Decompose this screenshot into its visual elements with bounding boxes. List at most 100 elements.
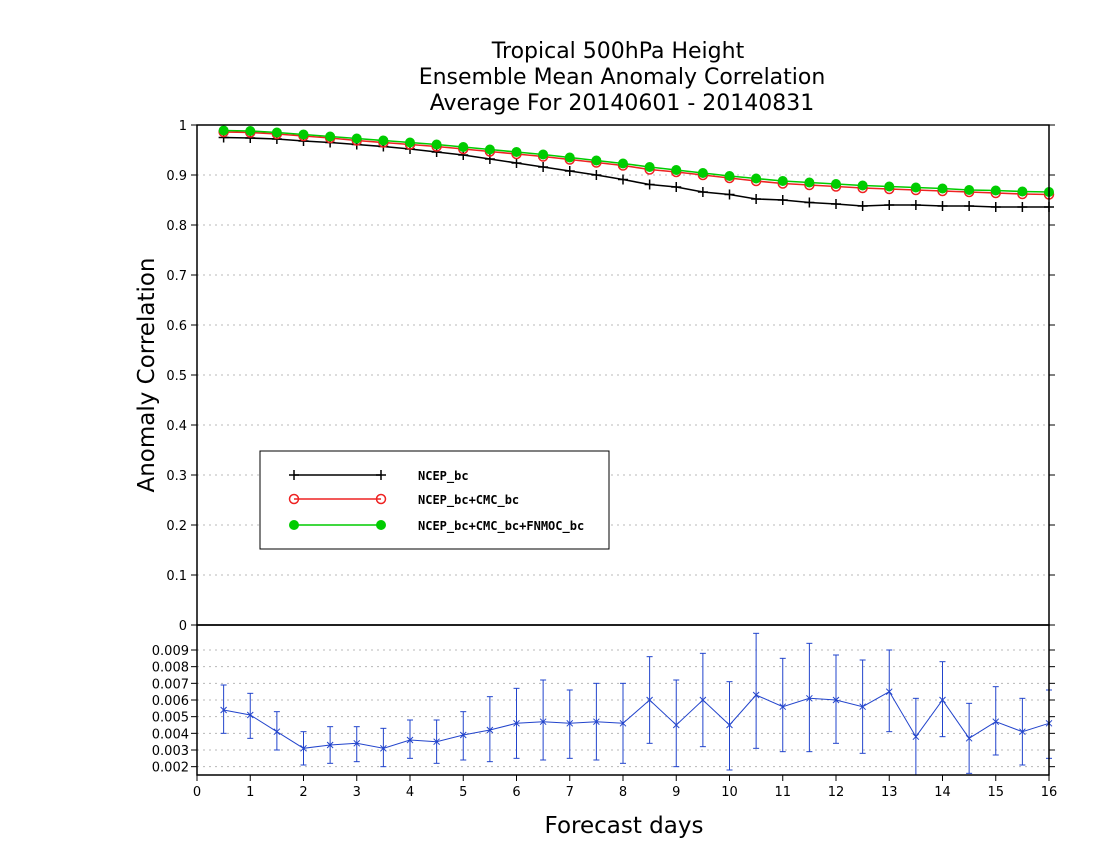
series-point-ncep bbox=[910, 200, 921, 210]
difference-point bbox=[726, 721, 733, 729]
difference-point bbox=[513, 719, 520, 727]
difference-point bbox=[806, 694, 813, 702]
series-point-ncep bbox=[964, 201, 975, 211]
series-point-ncep-cmc-fnmoc bbox=[937, 183, 948, 194]
series-point-ncep bbox=[538, 162, 549, 172]
upper-y-tick-label: 0.1 bbox=[166, 569, 187, 584]
lower-y-tick-label: 0.003 bbox=[152, 744, 189, 759]
series-point-ncep-cmc-fnmoc bbox=[884, 181, 895, 192]
series-point-ncep-cmc-fnmoc bbox=[218, 125, 229, 136]
series-point-ncep bbox=[671, 182, 682, 192]
lower-panel-frame bbox=[196, 624, 1050, 776]
lower-y-tick-label: 0.005 bbox=[152, 711, 189, 726]
x-tick-label: 9 bbox=[672, 785, 680, 800]
difference-point bbox=[406, 736, 414, 744]
series-point-ncep-cmc-fnmoc bbox=[910, 182, 921, 193]
series-point-ncep-cmc-fnmoc bbox=[484, 144, 495, 155]
series-point-ncep-cmc-fnmoc bbox=[724, 171, 735, 181]
x-tick-label: 0 bbox=[193, 785, 201, 800]
difference-point bbox=[619, 719, 627, 727]
difference-point bbox=[433, 738, 440, 746]
x-tick-label: 8 bbox=[619, 785, 627, 800]
legend: NCEP_bc NCEP_bc+CMC_bc NCEP_bc+CMC_bc+FN… bbox=[259, 450, 610, 550]
x-tick-label: 7 bbox=[566, 785, 574, 800]
series-point-ncep-cmc-fnmoc bbox=[271, 127, 282, 138]
series-point-ncep-cmc-fnmoc bbox=[298, 129, 309, 140]
difference-point bbox=[672, 721, 680, 729]
series-point-ncep bbox=[724, 189, 735, 200]
series-point-ncep-cmc-fnmoc bbox=[431, 139, 442, 150]
upper-y-tick-label: 0.4 bbox=[166, 419, 187, 434]
x-tick-label: 6 bbox=[512, 785, 520, 800]
series-point-ncep-cmc-fnmoc bbox=[538, 149, 549, 160]
difference-point bbox=[1019, 728, 1026, 736]
difference-point bbox=[459, 731, 467, 739]
series-point-ncep-cmc-fnmoc bbox=[458, 142, 469, 152]
x-tick-label: 16 bbox=[1041, 785, 1058, 800]
series-point-ncep-cmc-fnmoc bbox=[591, 155, 602, 166]
series-point-ncep-cmc-fnmoc bbox=[618, 158, 628, 169]
difference-point bbox=[300, 744, 307, 752]
chart-title-line-1: Tropical 500hPa Height bbox=[491, 39, 745, 64]
legend-samples bbox=[288, 470, 387, 530]
difference-line bbox=[223, 691, 1050, 749]
x-tick-label: 10 bbox=[721, 785, 738, 800]
difference-point bbox=[752, 691, 760, 699]
series-point-ncep-cmc-fnmoc bbox=[831, 179, 841, 189]
series-point-ncep-cmc-fnmoc bbox=[964, 185, 975, 195]
series-point-ncep bbox=[777, 195, 788, 205]
series-point-ncep-cmc-fnmoc bbox=[697, 168, 708, 178]
series-point-ncep bbox=[591, 170, 602, 180]
chart-title-line-3: Average For 20140601 - 20140831 bbox=[430, 91, 815, 116]
series-point-ncep-cmc-fnmoc bbox=[245, 126, 256, 136]
series-line-ncep bbox=[223, 136, 1049, 208]
upper-panel-y-axis: 0 0.1 0.2 0.3 0.4 0.5 0.6 0.7 0.8 0.9 1 bbox=[166, 119, 1055, 634]
series-point-ncep bbox=[564, 166, 575, 176]
lower-y-tick-label: 0.002 bbox=[152, 761, 189, 776]
difference-point bbox=[832, 696, 840, 704]
lower-panel-series bbox=[220, 632, 1053, 776]
difference-point bbox=[353, 739, 361, 747]
upper-y-tick-label: 0.6 bbox=[166, 319, 187, 334]
series-point-ncep-cmc-fnmoc bbox=[351, 133, 362, 144]
lower-y-tick-label: 0.006 bbox=[152, 694, 189, 709]
chart-title-line-2: Ensemble Mean Anomaly Correlation bbox=[419, 65, 826, 90]
difference-point bbox=[779, 703, 787, 711]
difference-point bbox=[539, 718, 547, 726]
series-point-ncep bbox=[1017, 202, 1028, 212]
difference-point bbox=[859, 703, 866, 711]
series-point-ncep bbox=[990, 202, 1001, 212]
series-point-ncep bbox=[644, 179, 655, 190]
difference-point bbox=[992, 718, 1000, 726]
legend-marker-ncep bbox=[376, 470, 386, 480]
x-tick-label: 15 bbox=[987, 785, 1004, 800]
series-point-ncep bbox=[804, 197, 815, 208]
x-tick-label: 5 bbox=[459, 785, 467, 800]
difference-point bbox=[273, 728, 281, 736]
series-point-ncep bbox=[697, 187, 708, 197]
series-point-ncep-cmc-fnmoc bbox=[325, 131, 336, 142]
difference-point bbox=[965, 734, 973, 742]
legend-marker-ncep-cmc-fnmoc bbox=[376, 520, 386, 530]
lower-y-tick-label: 0.009 bbox=[152, 644, 189, 659]
series-point-ncep-cmc-fnmoc bbox=[777, 176, 788, 186]
series-point-ncep-cmc-fnmoc bbox=[511, 147, 522, 157]
series-point-ncep-cmc-fnmoc bbox=[1017, 186, 1028, 197]
legend-marker-ncep bbox=[289, 470, 299, 480]
x-axis: 0 1 2 3 4 5 6 7 8 9 10 11 12 13 14 15 16 bbox=[193, 775, 1057, 800]
difference-point bbox=[593, 718, 600, 726]
x-tick-label: 2 bbox=[299, 785, 307, 800]
legend-label-ncep-cmc-fnmoc: NCEP_bc+CMC_bc+FNMOC_bc bbox=[418, 519, 584, 534]
series-point-ncep bbox=[618, 174, 628, 185]
series-point-ncep-cmc-fnmoc bbox=[751, 173, 762, 184]
difference-point bbox=[380, 744, 387, 752]
legend-label-ncep: NCEP_bc bbox=[418, 469, 469, 484]
series-point-ncep-cmc-fnmoc bbox=[990, 185, 1001, 196]
upper-y-tick-label: 1 bbox=[179, 119, 187, 134]
lower-y-tick-label: 0.007 bbox=[152, 677, 189, 692]
legend-label-ncep-cmc: NCEP_bc+CMC_bc bbox=[418, 493, 519, 508]
series-point-ncep-cmc-fnmoc bbox=[671, 165, 682, 175]
series-point-ncep-cmc-fnmoc bbox=[378, 135, 389, 146]
